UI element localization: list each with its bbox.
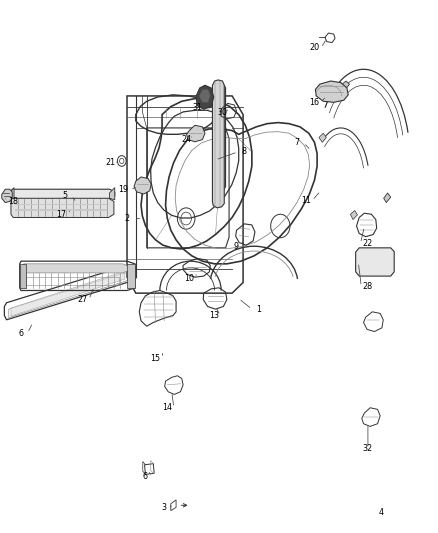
Polygon shape: [11, 272, 125, 316]
Text: 19: 19: [118, 185, 129, 194]
Polygon shape: [315, 81, 348, 102]
Polygon shape: [127, 264, 135, 288]
Polygon shape: [15, 204, 107, 205]
Text: 16: 16: [310, 98, 319, 107]
Text: 11: 11: [301, 196, 311, 205]
Text: 22: 22: [362, 239, 372, 248]
Polygon shape: [110, 188, 115, 200]
Text: 32: 32: [363, 445, 373, 453]
Text: 6: 6: [18, 329, 24, 337]
Text: 21: 21: [105, 158, 116, 167]
Text: 27: 27: [77, 295, 88, 304]
Polygon shape: [384, 193, 391, 203]
Polygon shape: [134, 177, 151, 194]
Text: 10: 10: [184, 274, 194, 282]
Polygon shape: [199, 90, 210, 102]
Polygon shape: [341, 81, 350, 90]
Text: 2: 2: [124, 214, 130, 223]
Text: 15: 15: [150, 354, 161, 362]
Text: 28: 28: [363, 282, 373, 291]
Text: 18: 18: [8, 197, 18, 206]
Text: 14: 14: [162, 403, 172, 412]
Text: 1: 1: [256, 305, 261, 313]
Polygon shape: [216, 84, 226, 190]
Text: 8: 8: [242, 148, 247, 156]
Polygon shape: [11, 198, 114, 217]
Polygon shape: [350, 211, 357, 220]
Text: 3: 3: [162, 503, 167, 512]
Polygon shape: [10, 188, 14, 200]
Polygon shape: [2, 189, 12, 203]
Polygon shape: [196, 85, 214, 109]
Polygon shape: [20, 264, 26, 288]
Text: 5: 5: [62, 191, 67, 200]
Polygon shape: [212, 80, 224, 208]
Text: 13: 13: [209, 311, 219, 320]
Text: 20: 20: [309, 44, 320, 52]
Polygon shape: [319, 133, 326, 142]
Text: 17: 17: [56, 210, 67, 219]
Polygon shape: [21, 264, 129, 273]
Polygon shape: [10, 189, 115, 199]
Text: 9: 9: [234, 242, 239, 251]
Text: 31: 31: [192, 103, 202, 112]
Text: 4: 4: [378, 508, 384, 517]
Polygon shape: [15, 209, 107, 211]
Polygon shape: [356, 248, 394, 276]
Text: 30: 30: [218, 109, 227, 117]
Text: 7: 7: [294, 139, 300, 147]
Polygon shape: [187, 125, 205, 142]
Text: 24: 24: [181, 135, 191, 144]
Text: 6: 6: [143, 472, 148, 481]
